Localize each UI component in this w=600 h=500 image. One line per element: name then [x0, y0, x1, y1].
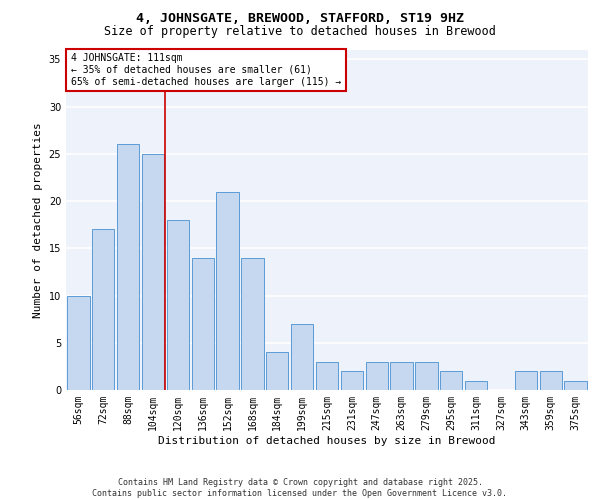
Bar	[67, 296, 89, 390]
Bar	[316, 362, 338, 390]
Bar	[191, 258, 214, 390]
Bar	[539, 371, 562, 390]
Bar	[142, 154, 164, 390]
Bar	[92, 230, 115, 390]
Y-axis label: Number of detached properties: Number of detached properties	[33, 122, 43, 318]
Bar	[391, 362, 413, 390]
Bar	[266, 352, 289, 390]
Bar	[440, 371, 463, 390]
Bar	[217, 192, 239, 390]
Bar	[241, 258, 263, 390]
Bar	[565, 380, 587, 390]
Text: 4 JOHNSGATE: 111sqm
← 35% of detached houses are smaller (61)
65% of semi-detach: 4 JOHNSGATE: 111sqm ← 35% of detached ho…	[71, 54, 341, 86]
Bar	[341, 371, 363, 390]
Bar	[515, 371, 537, 390]
Bar	[365, 362, 388, 390]
Text: Contains HM Land Registry data © Crown copyright and database right 2025.
Contai: Contains HM Land Registry data © Crown c…	[92, 478, 508, 498]
Text: Size of property relative to detached houses in Brewood: Size of property relative to detached ho…	[104, 25, 496, 38]
Bar	[117, 144, 139, 390]
Bar	[415, 362, 437, 390]
Bar	[291, 324, 313, 390]
Bar	[167, 220, 189, 390]
Bar	[465, 380, 487, 390]
Text: 4, JOHNSGATE, BREWOOD, STAFFORD, ST19 9HZ: 4, JOHNSGATE, BREWOOD, STAFFORD, ST19 9H…	[136, 12, 464, 26]
X-axis label: Distribution of detached houses by size in Brewood: Distribution of detached houses by size …	[158, 436, 496, 446]
